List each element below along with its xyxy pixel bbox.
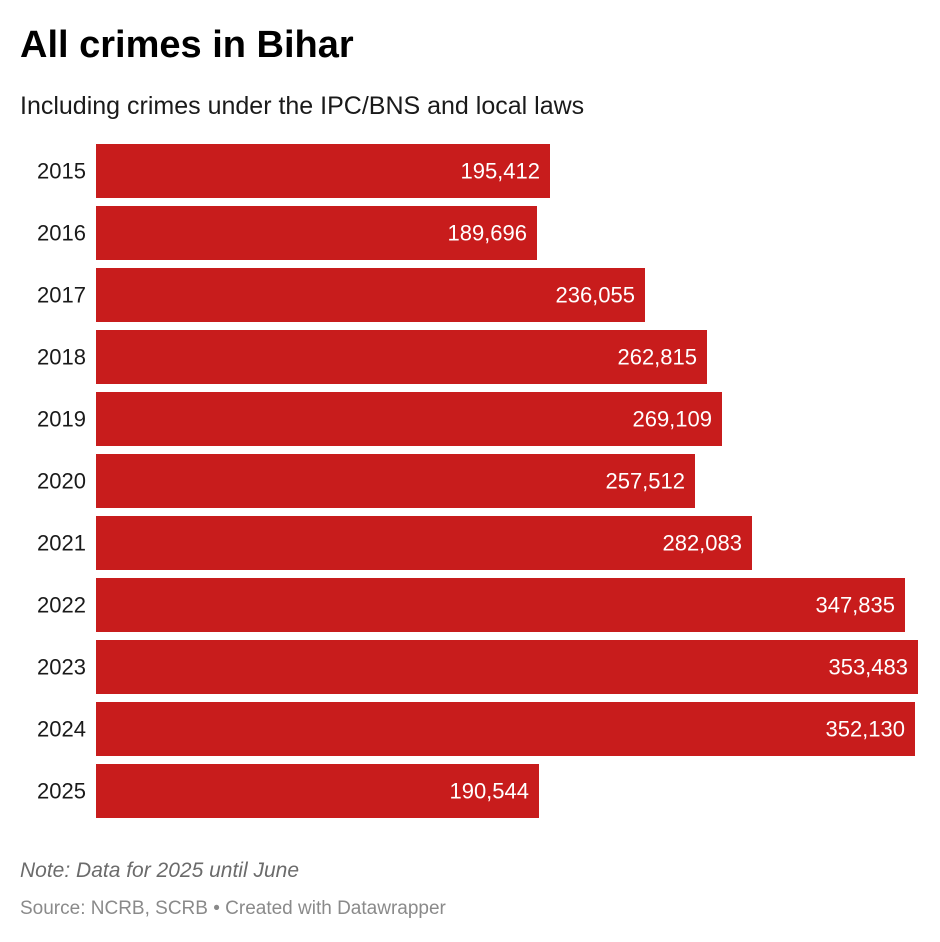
bar-row-2022: 2022 347,835 [37, 578, 905, 632]
chart-source: Source: NCRB, SCRB • Created with Datawr… [20, 898, 446, 919]
bar-row-2024: 2024 352,130 [37, 702, 915, 756]
bar-2019 [96, 392, 722, 446]
bar-2017 [96, 268, 645, 322]
category-label-2019: 2019 [37, 407, 86, 432]
category-label-2015: 2015 [37, 159, 86, 184]
bar-row-2018: 2018 262,815 [37, 330, 707, 384]
chart-subtitle: Including crimes under the IPC/BNS and l… [20, 92, 585, 120]
value-label-2025: 190,544 [449, 779, 529, 804]
bar-2016 [96, 206, 537, 260]
category-label-2023: 2023 [37, 655, 86, 680]
bar-row-2021: 2021 282,083 [37, 516, 752, 570]
bar-row-2019: 2019 269,109 [37, 392, 722, 446]
value-label-2024: 352,130 [825, 717, 905, 742]
bar-chart: 2015 195,412 2016 189,696 2017 236,055 2018 262… [37, 144, 918, 818]
value-label-2021: 282,083 [662, 531, 742, 556]
bar-row-2023: 2023 353,483 [37, 640, 918, 694]
value-label-2015: 195,412 [460, 159, 540, 184]
category-label-2020: 2020 [37, 469, 86, 494]
category-label-2021: 2021 [37, 531, 86, 556]
chart-note: Note: Data for 2025 until June [20, 859, 300, 882]
bar-row-2017: 2017 236,055 [37, 268, 645, 322]
bar-2022 [96, 578, 905, 632]
bar-row-2015: 2015 195,412 [37, 144, 550, 198]
bar-2015 [96, 144, 550, 198]
value-label-2018: 262,815 [617, 345, 697, 370]
category-label-2017: 2017 [37, 283, 86, 308]
value-label-2022: 347,835 [815, 593, 895, 618]
value-label-2023: 353,483 [828, 655, 908, 680]
category-label-2024: 2024 [37, 717, 86, 742]
bar-2021 [96, 516, 752, 570]
bar-row-2020: 2020 257,512 [37, 454, 695, 508]
category-label-2016: 2016 [37, 221, 86, 246]
category-label-2022: 2022 [37, 593, 86, 618]
value-label-2016: 189,696 [447, 221, 527, 246]
value-label-2020: 257,512 [605, 469, 685, 494]
bar-2025 [96, 764, 539, 818]
bar-2020 [96, 454, 695, 508]
chart-title: All crimes in Bihar [20, 24, 354, 66]
bar-2023 [96, 640, 918, 694]
bar-row-2025: 2025 190,544 [37, 764, 539, 818]
bar-2018 [96, 330, 707, 384]
bar-2024 [96, 702, 915, 756]
value-label-2017: 236,055 [555, 283, 635, 308]
category-label-2025: 2025 [37, 779, 86, 804]
category-label-2018: 2018 [37, 345, 86, 370]
value-label-2019: 269,109 [632, 407, 712, 432]
bar-row-2016: 2016 189,696 [37, 206, 537, 260]
